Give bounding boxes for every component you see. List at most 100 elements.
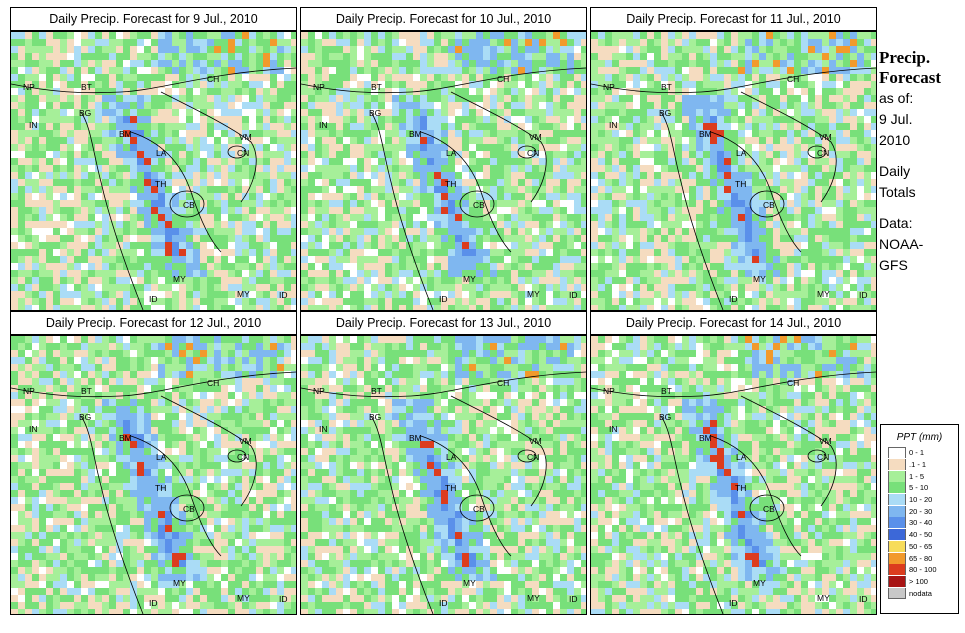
precip-cell [81, 193, 88, 200]
precip-cell [336, 305, 343, 310]
precip-cell [717, 242, 724, 249]
precip-cell [357, 102, 364, 109]
precip-cell [752, 137, 759, 144]
precip-cell [179, 291, 186, 298]
precip-cell [322, 298, 329, 305]
precip-cell [343, 39, 350, 46]
precip-cell [151, 60, 158, 67]
country-label: IN [319, 120, 328, 130]
precip-cell [343, 249, 350, 256]
precip-cell [773, 53, 780, 60]
precip-cell [567, 151, 574, 158]
precip-cell [343, 284, 350, 291]
precip-cell [525, 158, 532, 165]
precip-cell [483, 284, 490, 291]
precip-cell [406, 165, 413, 172]
precip-cell [25, 277, 32, 284]
precip-cell [864, 88, 871, 95]
precip-cell [448, 67, 455, 74]
precip-cell [581, 186, 586, 193]
precip-cell [525, 74, 532, 81]
precip-cell [109, 130, 116, 137]
precip-cell [350, 81, 357, 88]
precip-cell [378, 298, 385, 305]
precip-cell [165, 144, 172, 151]
precip-cell [32, 221, 39, 228]
precip-cell [308, 186, 315, 193]
precip-cell [829, 186, 836, 193]
precip-cell [357, 144, 364, 151]
precip-cell [434, 291, 441, 298]
precip-cell [179, 298, 186, 305]
precip-cell [88, 172, 95, 179]
precip-cell [605, 263, 612, 270]
precip-cell [731, 284, 738, 291]
precip-cell [598, 242, 605, 249]
precip-cell [822, 291, 829, 298]
precip-cell [263, 172, 270, 179]
precip-cell [371, 95, 378, 102]
precip-cell [815, 81, 822, 88]
precip-cell [448, 109, 455, 116]
precip-cell [668, 130, 675, 137]
precip-cell [172, 123, 179, 130]
precip-cell [308, 263, 315, 270]
precip-cell [308, 158, 315, 165]
precip-cell [46, 74, 53, 81]
country-label: BT [81, 82, 92, 92]
precip-cell [308, 214, 315, 221]
precip-cell [165, 249, 172, 256]
precip-cell [476, 123, 483, 130]
precip-cell [144, 242, 151, 249]
precip-cell [668, 109, 675, 116]
precip-cell [165, 39, 172, 46]
precip-cell [654, 67, 661, 74]
precip-cell [235, 109, 242, 116]
precip-cell [689, 242, 696, 249]
precip-cell [605, 158, 612, 165]
precip-cell [836, 158, 843, 165]
lake-outline [749, 190, 785, 218]
precip-cell [808, 165, 815, 172]
precip-cell [413, 207, 420, 214]
precip-cell [483, 102, 490, 109]
precip-cell [738, 60, 745, 67]
precip-cell [598, 123, 605, 130]
precip-cell [553, 228, 560, 235]
precip-cell [567, 172, 574, 179]
precip-cell [88, 291, 95, 298]
precip-cell [574, 95, 581, 102]
precip-cell [560, 39, 567, 46]
precip-cell [67, 46, 74, 53]
precip-cell [469, 53, 476, 60]
precip-cell [738, 200, 745, 207]
precip-cell [95, 88, 102, 95]
precip-cell [392, 102, 399, 109]
precip-cell [144, 95, 151, 102]
precip-cell [857, 123, 864, 130]
precip-cell [490, 74, 497, 81]
precip-cell [815, 186, 822, 193]
precip-cell [193, 186, 200, 193]
precip-cell [18, 270, 25, 277]
precip-cell [186, 158, 193, 165]
precip-cell [256, 305, 263, 310]
precip-cell [81, 249, 88, 256]
precip-cell [74, 165, 81, 172]
precip-cell [476, 214, 483, 221]
precip-cell [336, 102, 343, 109]
precip-cell [242, 186, 249, 193]
country-label: LA [446, 148, 457, 158]
precip-cell [179, 221, 186, 228]
precip-cell [689, 123, 696, 130]
precip-cell [102, 291, 109, 298]
precip-cell [483, 151, 490, 158]
precip-cell [235, 116, 242, 123]
precip-cell [462, 193, 469, 200]
precip-cell [598, 235, 605, 242]
precip-cell [329, 214, 336, 221]
precip-cell [857, 158, 864, 165]
precip-cell [822, 158, 829, 165]
precip-cell [11, 214, 18, 221]
precip-cell [836, 151, 843, 158]
